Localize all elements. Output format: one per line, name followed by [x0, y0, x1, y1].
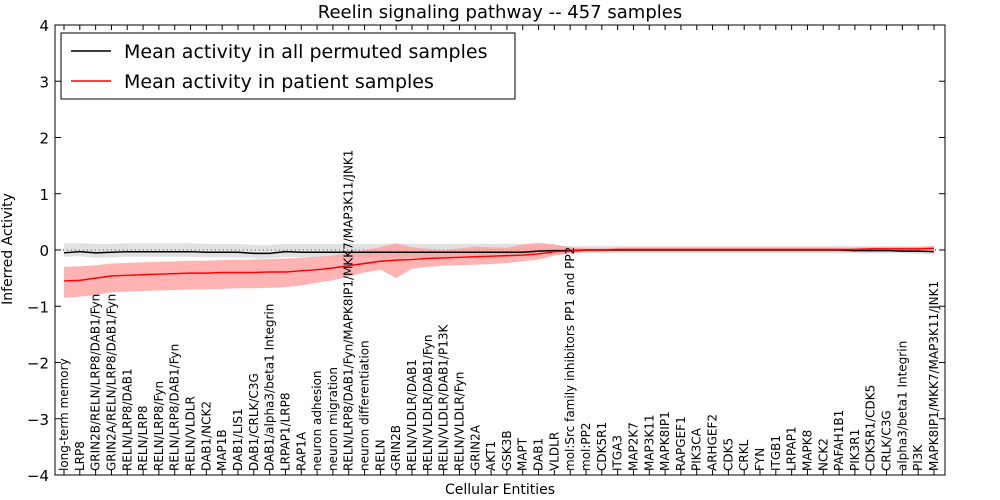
- series-line-2: [63, 247, 935, 282]
- x-tick-label: RELN/VLDLR: [184, 396, 198, 471]
- x-tick-label: GSK3B: [500, 430, 514, 471]
- x-tick-label: DAB1/alpha3/beta1 Integrin: [263, 304, 277, 471]
- x-tick-label: MAPK8IP1: [658, 411, 672, 471]
- x-tick-label: FYN: [753, 448, 767, 471]
- x-tick-label: MAP2K7: [626, 422, 640, 471]
- x-tick-label: RELN: [373, 439, 387, 471]
- legend-label-1: Mean activity in all permuted samples: [124, 41, 487, 63]
- y-tick-label: 2: [39, 130, 49, 148]
- chart-title: Reelin signaling pathway -- 457 samples: [318, 2, 682, 23]
- x-tick-label: LRPAP1/LRP8: [278, 392, 292, 471]
- y-tick-label: −1: [27, 298, 49, 316]
- x-tick-label: GRIN2B: [389, 425, 403, 471]
- x-tick-label: DAB1: [532, 438, 546, 471]
- x-tick-label: PAFAH1B1: [832, 410, 846, 471]
- x-tick-label: DAB1/CRLK/C3G: [247, 373, 261, 471]
- y-tick-label: −3: [27, 411, 49, 429]
- x-tick-label: MAPK8: [800, 430, 814, 471]
- x-tick-label: ITGB1: [769, 435, 783, 471]
- x-tick-label: AKT1: [484, 441, 498, 471]
- x-tick-label: RELN/VLDLR/Fyn: [452, 372, 466, 471]
- x-tick-label: DAB1/LIS1: [231, 408, 245, 471]
- x-tick-label: MAP3K11: [642, 414, 656, 471]
- x-tick-label: RELN/LRP8: [136, 405, 150, 471]
- y-tick-label: −2: [27, 355, 49, 373]
- x-tick-label: long-term memory: [57, 358, 71, 471]
- x-tick-label: mol:PP2: [579, 422, 593, 471]
- legend-label-2: Mean activity in patient samples: [124, 71, 434, 93]
- x-tick-label: MAPT: [516, 437, 530, 471]
- y-tick-label: 4: [39, 17, 49, 35]
- axes: −4 −3 −2 −1 0 1 2 3 4 long-term memory LRP8 GRIN2B/…: [27, 17, 946, 485]
- x-tick-label: GRIN2A/RELN/LRP8/DAB1/Fyn: [104, 294, 118, 471]
- x-tick-label: CDK5R1/CDK5: [864, 385, 878, 471]
- x-tick-label: ITGA3: [611, 435, 625, 471]
- x-tick-label: alpha3/beta1 Integrin: [895, 341, 909, 471]
- x-tick-label: RAP1A: [294, 431, 308, 471]
- x-tick-label: CDK5: [721, 438, 735, 471]
- x-tick-label: RELN/LRP8/DAB1: [120, 368, 134, 471]
- series-band-2: [64, 242, 934, 298]
- x-tick-label: GRIN2A: [468, 424, 482, 471]
- y-tick-label: 0: [39, 242, 49, 260]
- x-tick-label: RELN/LRP8/DAB1/Fyn/MAPK8IP1/MKK7/MAP3K11…: [342, 150, 356, 471]
- plot-area: [55, 242, 945, 298]
- y-tick-label: 1: [39, 186, 49, 204]
- x-tick-label: mol:Src family inhibitors PP1 and PP2: [563, 247, 577, 471]
- x-tick-label: DAB1/NCK2: [199, 401, 213, 471]
- x-tick-label: neuron adhesion: [310, 370, 324, 471]
- x-tick-label: RELN/VLDLR/DAB1/Fyn: [421, 335, 435, 471]
- x-tick-label: CRKL: [737, 439, 751, 471]
- x-tick-label: MAP1B: [215, 429, 229, 471]
- y-tick-label: −4: [27, 467, 49, 485]
- legend-box: [60, 32, 516, 100]
- x-tick-label: GRIN2B/RELN/LRP8/DAB1/Fyn: [89, 294, 103, 471]
- x-tick-label: RELN/VLDLR/DAB1: [405, 359, 419, 471]
- x-tick-label: PIK3R1: [848, 429, 862, 471]
- x-tick-label: NCK2: [816, 438, 830, 471]
- x-axis-label: Cellular Entities: [445, 482, 555, 498]
- x-tick-label: CDK5R1: [595, 422, 609, 471]
- x-tick-label: neuron migration: [326, 367, 340, 471]
- x-tick-label: LRPAP1: [785, 426, 799, 471]
- x-tick-label: RELN/LRP8/DAB1/Fyn: [168, 344, 182, 471]
- x-tick-label: PIK3CA: [690, 427, 704, 471]
- x-tick-label: LRP8: [73, 441, 87, 471]
- x-tick-label: RAPGEF1: [674, 416, 688, 471]
- x-tick-label: RELN/LRP8/Fyn: [152, 381, 166, 471]
- x-tick-label: MAPK8IP1/MKK7/MAP3K11/JNK1: [927, 281, 941, 471]
- x-tick-label: ARHGEF2: [706, 414, 720, 471]
- y-axis-label: Inferred Activity: [0, 193, 16, 305]
- legend: Mean activity in all permuted samples Mea…: [60, 32, 516, 100]
- x-tick-label: PI3K: [911, 444, 925, 471]
- y-tick-label: 3: [39, 73, 49, 91]
- x-tick-label: neuron differentiation: [358, 340, 372, 471]
- x-tick-label: VLDLR: [547, 432, 561, 471]
- x-tick-label: RELN/VLDLR/DAB1/P13K: [437, 324, 451, 471]
- x-tick-label: CRLK/C3G: [880, 410, 894, 471]
